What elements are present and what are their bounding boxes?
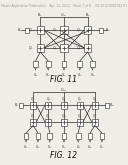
Bar xyxy=(61,101,67,109)
Bar xyxy=(77,101,83,109)
Text: $Q_2$: $Q_2$ xyxy=(92,95,98,103)
Bar xyxy=(37,26,44,34)
Bar xyxy=(30,101,36,109)
Text: $Q_6$: $Q_6$ xyxy=(30,112,36,120)
Bar xyxy=(47,133,52,139)
Text: $Q_5$: $Q_5$ xyxy=(61,95,67,103)
Text: $B_L$: $B_L$ xyxy=(14,101,19,109)
Bar xyxy=(84,26,91,34)
Bar xyxy=(62,133,66,139)
Text: $B_R$: $B_R$ xyxy=(109,101,115,109)
Text: $B_1$: $B_1$ xyxy=(38,11,43,19)
Bar xyxy=(100,133,104,139)
Text: $Q_{10}$: $Q_{10}$ xyxy=(61,112,67,120)
Bar xyxy=(45,101,51,109)
Bar xyxy=(24,133,28,139)
Bar xyxy=(60,26,68,34)
Bar xyxy=(88,133,92,139)
Text: $S_1$: $S_1$ xyxy=(33,71,38,79)
Bar xyxy=(92,118,98,126)
Text: $Q_3$: $Q_3$ xyxy=(52,26,58,34)
Bar xyxy=(99,28,103,33)
Text: $B_R$: $B_R$ xyxy=(105,26,111,34)
Text: $Q_3$: $Q_3$ xyxy=(45,95,51,103)
Bar xyxy=(45,118,51,126)
Text: $Q_2$: $Q_2$ xyxy=(76,26,82,34)
Text: $Q_1$: $Q_1$ xyxy=(30,95,36,103)
Bar xyxy=(60,44,68,52)
Text: $B_L$: $B_L$ xyxy=(17,26,23,34)
Bar xyxy=(105,102,109,108)
Bar xyxy=(33,61,38,67)
Text: $Q_9$: $Q_9$ xyxy=(77,112,83,120)
Text: FIG. 12: FIG. 12 xyxy=(51,150,77,160)
Text: $Q_4$: $Q_4$ xyxy=(77,95,83,103)
Text: $S_5$: $S_5$ xyxy=(90,71,95,79)
Bar xyxy=(76,133,81,139)
Bar xyxy=(25,28,29,33)
Text: $S_3$: $S_3$ xyxy=(61,71,67,79)
Bar xyxy=(37,44,44,52)
Bar xyxy=(19,102,23,108)
Bar xyxy=(30,118,36,126)
Text: $Q_1$: $Q_1$ xyxy=(28,26,34,34)
Text: FIG. 11: FIG. 11 xyxy=(51,76,77,84)
Text: $B_2$: $B_2$ xyxy=(85,11,90,19)
Text: $Q_5$: $Q_5$ xyxy=(76,44,82,52)
Text: $S_5$: $S_5$ xyxy=(76,143,81,151)
Bar xyxy=(84,44,91,52)
Bar xyxy=(61,118,67,126)
Text: $S_3$: $S_3$ xyxy=(47,143,52,151)
Text: $S_2$: $S_2$ xyxy=(45,71,51,79)
Bar xyxy=(90,61,95,67)
Text: $Q_4$: $Q_4$ xyxy=(28,44,34,52)
Bar xyxy=(62,61,66,67)
Bar xyxy=(36,133,40,139)
Text: Patent Application Publication    Apr. 12, 2012   Sheet 7 of 8    US 2012/008193: Patent Application Publication Apr. 12, … xyxy=(1,4,127,8)
Text: $V_{dd}$: $V_{dd}$ xyxy=(60,11,68,19)
Text: $S_4$: $S_4$ xyxy=(61,143,67,151)
Bar xyxy=(92,101,98,109)
Text: $S_2$: $S_2$ xyxy=(35,143,41,151)
Bar xyxy=(77,118,83,126)
Text: $S_1$: $S_1$ xyxy=(23,143,29,151)
Text: $Q_7$: $Q_7$ xyxy=(92,112,98,120)
Text: $S_7$: $S_7$ xyxy=(99,143,105,151)
Text: $Q_8$: $Q_8$ xyxy=(45,112,51,120)
Text: $V_{dd}$: $V_{dd}$ xyxy=(60,86,68,94)
Text: $S_6$: $S_6$ xyxy=(87,143,93,151)
Bar xyxy=(46,61,51,67)
Text: $Q_6$: $Q_6$ xyxy=(52,44,58,52)
Bar xyxy=(77,61,82,67)
Text: $S_4$: $S_4$ xyxy=(77,71,83,79)
